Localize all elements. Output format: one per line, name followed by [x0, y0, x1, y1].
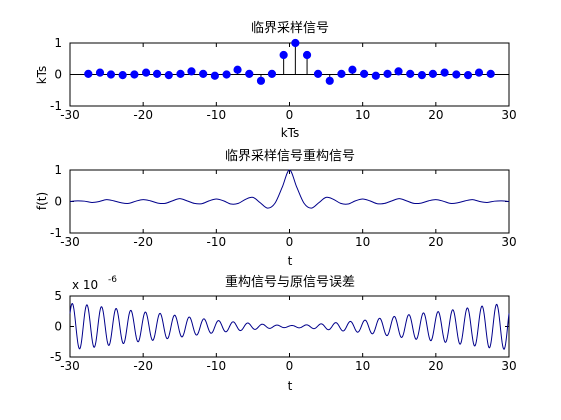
panel2-ylabel: f(t) [35, 192, 49, 210]
stem-marker [383, 69, 392, 78]
reconstructed-signal-line [69, 169, 510, 209]
stem-marker [95, 68, 105, 77]
panel3-ytick-label: 5 [54, 289, 62, 303]
panel2-ytick-label: 1 [54, 163, 62, 177]
panel3-xtick-label: -30 [60, 359, 80, 373]
stem-marker [371, 71, 380, 80]
panel1-xtick-label: 30 [501, 108, 516, 122]
panel2-ytick-label: 0 [54, 195, 62, 209]
panel3-xtick-label: -20 [133, 359, 153, 373]
stem-marker [463, 71, 473, 80]
stem-marker [291, 38, 300, 48]
stem-marker [164, 71, 173, 80]
stem-marker [256, 76, 266, 85]
panel1-ylabel: kTs [35, 66, 49, 85]
panel1-title: 临界采样信号 [251, 21, 329, 36]
stem-marker [176, 69, 185, 78]
panel1-xtick-label: -10 [207, 108, 227, 122]
panel2-xtick-label: -20 [133, 235, 153, 249]
panel1-xtick-label: 0 [286, 108, 294, 122]
panel2-xtick-label: 20 [428, 235, 443, 249]
stem-marker [84, 69, 93, 78]
panel-error-signal: 重构信号与原信号误差 x 10 -6 -30 -20 -10 0 10 20 3050-5 … [50, 274, 517, 393]
stem-marker [152, 69, 162, 78]
panel3-ytick-label: -5 [50, 350, 62, 364]
panel1-xlabel: kTs [281, 126, 300, 140]
stem-marker [348, 65, 357, 74]
stem-marker [337, 69, 346, 78]
panel2-xtick-label: -10 [207, 235, 227, 249]
panel3-plot: -30 -20 -10 0 10 20 30 5 0 -5 [50, 289, 517, 373]
panel3-ytick-label: 0 [54, 320, 62, 334]
panel3-xtick-label: -10 [207, 359, 227, 373]
panel1-xtick-label: 10 [355, 108, 370, 122]
panel2-xtick-label: 10 [355, 235, 370, 249]
stem-marker [199, 69, 208, 78]
panel3-title: 重构信号与原信号误差 [225, 274, 355, 290]
stem-marker [486, 69, 495, 78]
stem-marker [233, 65, 242, 74]
panel3-xtick-label: 20 [428, 359, 443, 373]
panel2-xlabel: t [288, 254, 293, 268]
stem-marker [313, 69, 323, 78]
stem-marker [210, 71, 219, 80]
stem-marker [406, 69, 415, 78]
stem-marker [440, 68, 449, 77]
panel1-ytick-label: 1 [54, 36, 62, 50]
stem-marker [428, 69, 438, 78]
stem-marker [394, 67, 403, 76]
stem-marker [474, 68, 484, 77]
stem-marker [141, 68, 151, 77]
stem-marker [279, 50, 288, 60]
panel2-xtick-label: 30 [501, 235, 516, 249]
panel3-xtick-label: 0 [286, 359, 294, 373]
stem-marker [302, 50, 312, 60]
panel1-ytick-label: -1 [50, 99, 62, 113]
stem-marker [222, 70, 231, 79]
stem-marker [130, 70, 139, 79]
panel1-xtick-label: 20 [428, 108, 443, 122]
panel3-xtick-label: 10 [355, 359, 370, 373]
stem-marker [267, 69, 277, 78]
stem-marker [360, 69, 369, 78]
panel2-xtick-label: -30 [60, 235, 80, 249]
stem-marker [417, 71, 427, 80]
panel3-exponent-label: x 10 [72, 278, 98, 292]
panel3-xlabel: t [288, 379, 293, 393]
panel1-ytick-label: 0 [54, 68, 62, 82]
panel2-title: 临界采样信号重构信号 [225, 148, 355, 164]
panel3-exponent-power: -6 [108, 275, 117, 285]
panel1-xtick-label: -20 [133, 108, 153, 122]
error-signal-line [69, 303, 510, 350]
panel1-xtick-label: -30 [60, 108, 80, 122]
stem-marker [452, 70, 461, 79]
stem-marker [118, 71, 127, 80]
panel2-ytick-label: -1 [50, 226, 62, 240]
stem-marker [325, 76, 334, 85]
stem-marker [245, 69, 254, 78]
stem-marker [187, 67, 196, 76]
stem-marker [106, 70, 116, 79]
panel2-xtick-label: 0 [286, 235, 294, 249]
panel3-xtick-label: 30 [501, 359, 516, 373]
